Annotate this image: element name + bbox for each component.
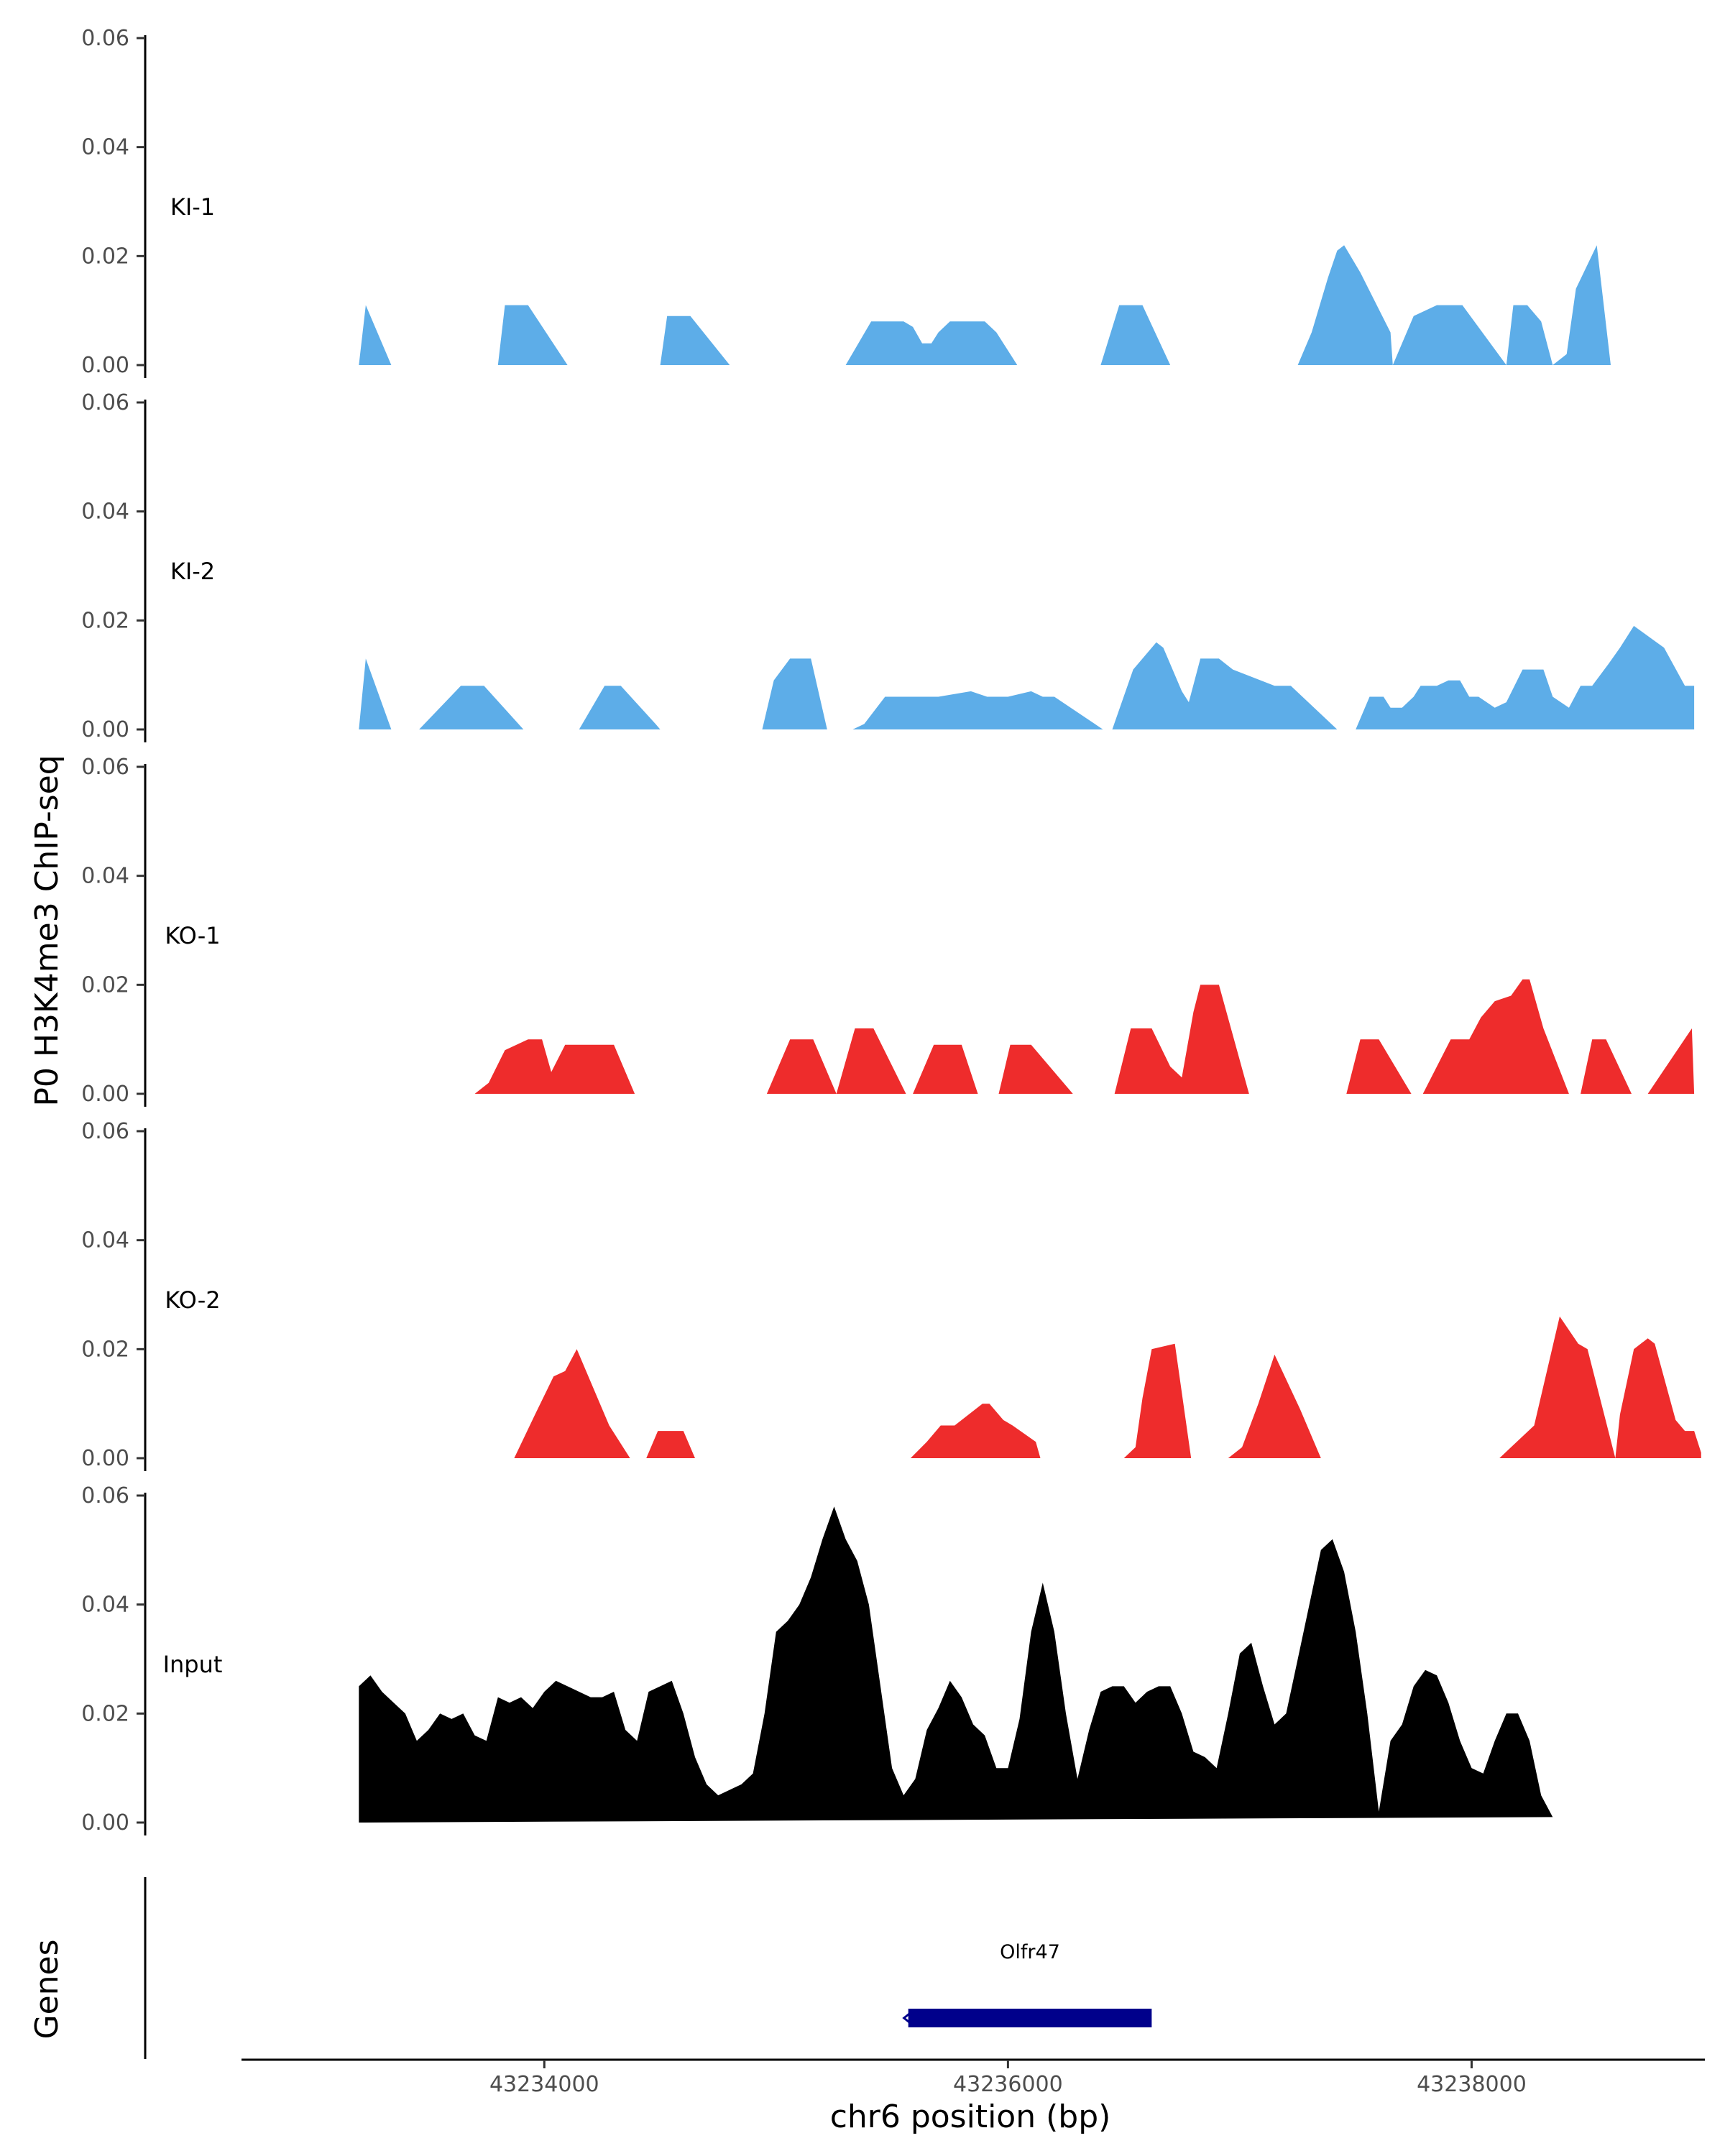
y-tick-label: 0.02	[81, 1337, 129, 1362]
y-tick-label: 0.00	[81, 717, 129, 742]
y-tick-label: 0.06	[81, 1483, 129, 1508]
track-label: KI-2	[170, 558, 215, 585]
track-label: KI-1	[170, 193, 215, 221]
x-tick-label: 43236000	[953, 2072, 1063, 2097]
track-label: Input	[163, 1651, 223, 1678]
strand-arrow-icon	[902, 2011, 912, 2025]
track-ki-1: 0.00 0.02 0.04 0.06 KI-1	[81, 26, 1611, 378]
x-axis-title: chr6 position (bp)	[830, 2099, 1111, 2135]
y-tick-label: 0.02	[81, 972, 129, 998]
y-tick-label: 0.02	[81, 608, 129, 633]
y-tick-label: 0.00	[81, 1446, 129, 1471]
gene-label: Olfr47	[1000, 1941, 1060, 1963]
x-tick-label: 43234000	[489, 2072, 599, 2097]
y-tick-label: 0.02	[81, 1701, 129, 1726]
y-tick-label: 0.06	[81, 390, 129, 415]
track-ko-2: 0.00 0.02 0.04 0.06 KO-2	[81, 1119, 1701, 1471]
coverage-area-ko-1	[474, 979, 1695, 1094]
y-tick-label: 0.00	[81, 1082, 129, 1107]
y-tick-label: 0.02	[81, 244, 129, 269]
y-tick-label: 0.00	[81, 1810, 129, 1835]
y-tick-label: 0.00	[81, 353, 129, 378]
track-ko-1: 0.00 0.02 0.04 0.06 KO-1	[81, 755, 1695, 1107]
track-label: KO-2	[165, 1286, 220, 1314]
y-tick-label: 0.04	[81, 135, 129, 160]
y-axis-title: P0 H3K4me3 ChIP-seq	[29, 755, 65, 1106]
y-tick-label: 0.04	[81, 1228, 129, 1253]
track-ki-2: 0.00 0.02 0.04 0.06 KI-2	[81, 390, 1695, 742]
y-tick-label: 0.06	[81, 26, 129, 51]
x-axis: 43234000 43236000 43238000	[242, 2058, 1705, 2097]
coverage-area-ko-2	[514, 1316, 1701, 1458]
y-tick-label: 0.06	[81, 1119, 129, 1144]
y-tick-label: 0.04	[81, 499, 129, 525]
track-input: 0.00 0.02 0.04 0.06 Input	[81, 1483, 1553, 1835]
x-tick-label: 43238000	[1417, 2072, 1527, 2097]
y-tick-label: 0.04	[81, 1593, 129, 1618]
gene-body	[908, 2009, 1152, 2027]
coverage-area-input	[359, 1506, 1553, 1823]
y-tick-label: 0.04	[81, 864, 129, 889]
genes-panel-title: Genes	[29, 1939, 65, 2039]
tracks-layer: 0.00 0.02 0.04 0.06 KI-1 0.00 0.02 0.04 0.06 KI-2…	[81, 26, 1701, 1835]
coverage-area-ki-2	[359, 625, 1695, 729]
coverage-area-ki-1	[359, 245, 1611, 365]
genes-panel: Olfr47	[144, 1877, 1152, 2059]
track-label: KO-1	[165, 922, 220, 949]
y-tick-label: 0.06	[81, 755, 129, 780]
